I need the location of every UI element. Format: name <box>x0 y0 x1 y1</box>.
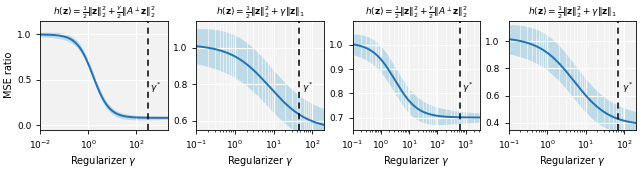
Text: $\gamma^*$: $\gamma^*$ <box>621 81 634 95</box>
Title: $h(\mathbf{z}) = \frac{1}{2}\|\mathbf{z}\|_2^2 + \frac{\gamma}{2}\|A^\perp\mathb: $h(\mathbf{z}) = \frac{1}{2}\|\mathbf{z}… <box>365 4 467 21</box>
Text: $\gamma^*$: $\gamma^*$ <box>462 81 474 95</box>
Title: $h(\mathbf{z}) = \frac{1}{2}\|\mathbf{z}\|_2^2 + \frac{\gamma}{2}\|A^\perp\mathb: $h(\mathbf{z}) = \frac{1}{2}\|\mathbf{z}… <box>52 4 156 21</box>
X-axis label: Regularizer $\gamma$: Regularizer $\gamma$ <box>383 154 450 168</box>
Y-axis label: MSE ratio: MSE ratio <box>4 52 14 98</box>
X-axis label: Regularizer $\gamma$: Regularizer $\gamma$ <box>70 154 138 168</box>
Title: $h(\mathbf{z}) = \frac{1}{2}\|\mathbf{z}\|_2^2 + \gamma\|\mathbf{z}\|_1$: $h(\mathbf{z}) = \frac{1}{2}\|\mathbf{z}… <box>216 4 305 21</box>
X-axis label: Regularizer $\gamma$: Regularizer $\gamma$ <box>539 154 605 168</box>
X-axis label: Regularizer $\gamma$: Regularizer $\gamma$ <box>227 154 294 168</box>
Text: $\gamma^*$: $\gamma^*$ <box>150 81 162 95</box>
Text: $\gamma^*$: $\gamma^*$ <box>301 81 314 95</box>
Title: $h(\mathbf{z}) = \frac{1}{2}\|\mathbf{z}\|_2^2 + \gamma\|\mathbf{z}\|_1$: $h(\mathbf{z}) = \frac{1}{2}\|\mathbf{z}… <box>528 4 617 21</box>
